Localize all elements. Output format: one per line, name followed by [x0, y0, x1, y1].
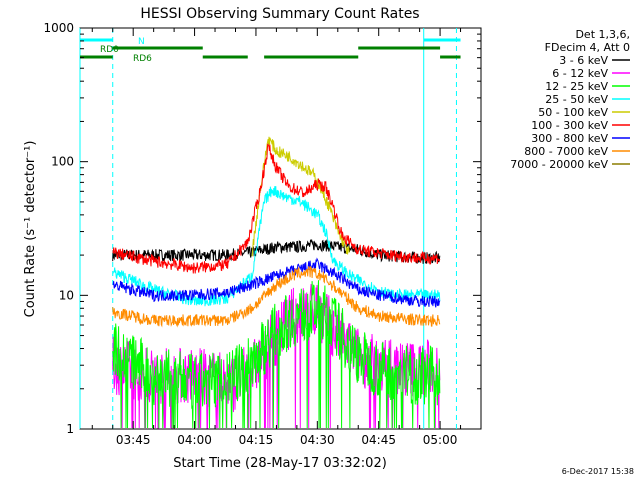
- x-tick-label: 04:30: [300, 433, 335, 447]
- y-tick-label: 1000: [43, 21, 74, 35]
- x-axis-ticks: 03:45 04:00 04:15 04:30 04:45 05:00: [91, 28, 482, 447]
- legend-label: 12 - 25 keV: [545, 80, 608, 93]
- legend-header: FDecim 4, Att 0: [545, 41, 630, 54]
- attenuator-bars: N RD0 RD6: [80, 37, 461, 64]
- y-tick-label: 10: [59, 288, 74, 302]
- y-axis-label: Count Rate (s⁻¹ detector⁻¹): [23, 141, 38, 318]
- series-line-100-300kev: [112, 143, 441, 274]
- legend-label: 7000 - 20000 keV: [510, 158, 608, 171]
- x-tick-label: 05:00: [423, 433, 458, 447]
- legend-label: 50 - 100 keV: [538, 106, 608, 119]
- legend-header: Det 1,3,6,: [575, 28, 630, 41]
- legend-label: 3 - 6 keV: [559, 54, 608, 67]
- y-tick-label: 100: [51, 155, 74, 169]
- series-line-6-12kev: [112, 284, 441, 429]
- chart-title: HESSI Observing Summary Count Rates: [140, 6, 419, 22]
- legend-label: 6 - 12 keV: [552, 67, 608, 80]
- legend-label: 100 - 300 keV: [531, 119, 608, 132]
- series-line-3-6kev: [112, 239, 441, 265]
- state-bar-label: RD0: [100, 45, 119, 55]
- legend-label: 25 - 50 keV: [545, 93, 608, 106]
- state-bar-label: N: [138, 37, 145, 47]
- series-line-50-100kev: [251, 136, 350, 257]
- series-lines: [112, 136, 441, 429]
- series-line-800-7000kev: [112, 265, 441, 328]
- state-bar-label: RD6: [133, 54, 152, 64]
- legend-label: 800 - 7000 keV: [524, 145, 608, 158]
- footer-timestamp: 6-Dec-2017 15:38: [561, 467, 634, 476]
- x-axis-label: Start Time (28-May-17 03:32:02): [173, 456, 387, 471]
- series-line-12-25kev: [112, 280, 441, 429]
- legend-label: 300 - 800 keV: [531, 132, 608, 145]
- y-axis-ticks: 1 10 100 1000: [43, 21, 481, 436]
- x-tick-label: 04:00: [177, 433, 212, 447]
- x-tick-label: 04:15: [239, 433, 274, 447]
- x-tick-label: 04:45: [361, 433, 396, 447]
- series-line-300-800kev: [112, 257, 441, 308]
- y-tick-label: 1: [66, 422, 74, 436]
- x-tick-label: 03:45: [116, 433, 151, 447]
- series-line-25-50kev: [112, 186, 441, 307]
